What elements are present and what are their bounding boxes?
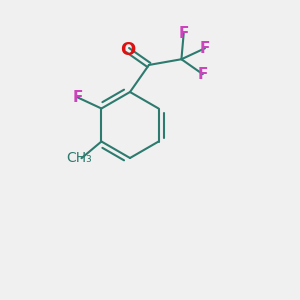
Text: F: F [178,26,189,41]
Text: F: F [197,67,208,82]
Text: CH₃: CH₃ [67,151,92,165]
Text: F: F [73,90,83,105]
Text: O: O [120,41,135,59]
Text: F: F [200,41,210,56]
